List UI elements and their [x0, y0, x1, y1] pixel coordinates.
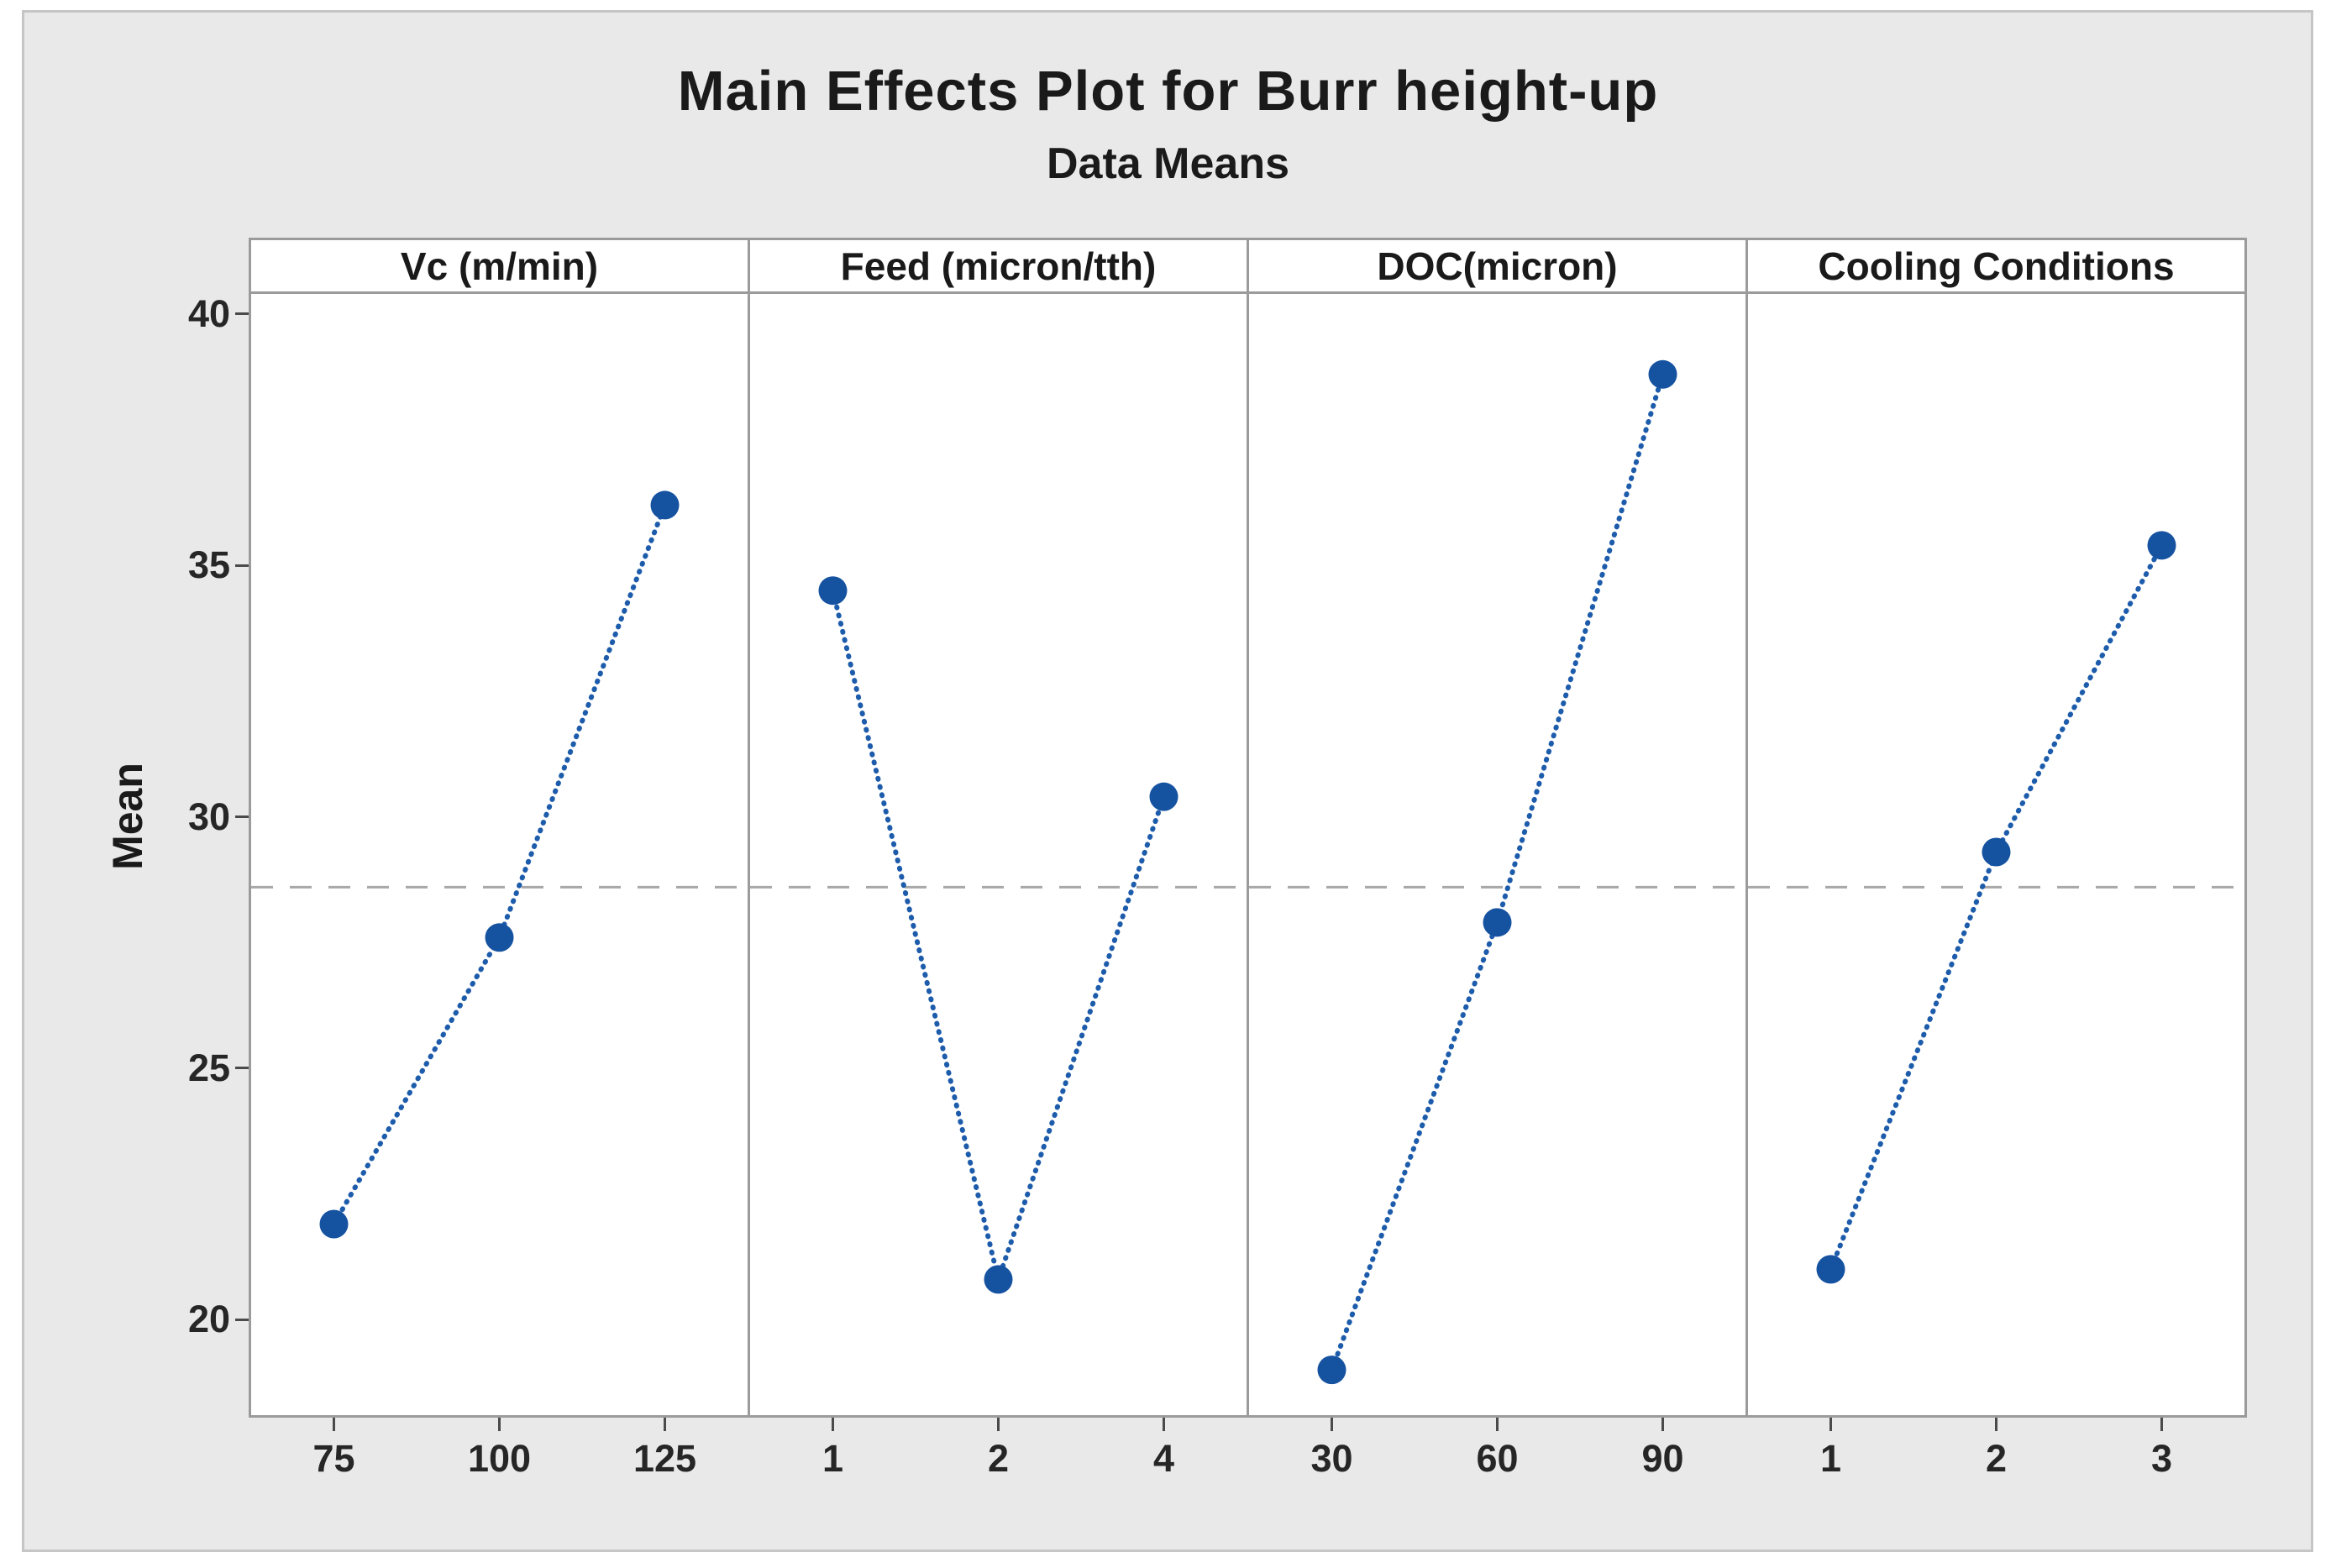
panel-header: Feed (micron/tth) — [750, 240, 1247, 294]
x-tick — [1829, 1418, 1832, 1431]
y-tick-label: 30 — [187, 794, 230, 838]
panel-plot — [1748, 531, 2244, 1284]
y-tick — [235, 312, 249, 316]
data-point — [319, 1209, 349, 1239]
panel-1: Feed (micron/tth) — [748, 240, 1247, 1415]
panels-row: Vc (m/min) Feed (micron/tth) DOC(micron) Co… — [249, 238, 2247, 1418]
data-point — [984, 1265, 1013, 1294]
y-tick — [235, 1318, 249, 1321]
x-tick — [1496, 1418, 1499, 1431]
panel-0: Vc (m/min) — [251, 240, 748, 1415]
chart-subtitle: Data Means — [1047, 139, 1289, 188]
chart-title: Main Effects Plot for Burr height-up — [677, 60, 1659, 123]
y-tick — [235, 1067, 249, 1070]
panel-plot — [1249, 359, 1745, 1385]
data-point — [818, 576, 848, 606]
panel-3: Cooling Conditions — [1745, 240, 2244, 1415]
x-tick-label: 100 — [467, 1437, 532, 1480]
x-tick — [997, 1418, 1000, 1431]
x-tick-label: 4 — [1152, 1437, 1175, 1480]
panel-2: DOC(micron) — [1247, 240, 1745, 1415]
x-tick — [1163, 1418, 1165, 1431]
x-tick — [1995, 1418, 1997, 1431]
series-line — [830, 588, 1167, 1289]
x-tick-label: 90 — [1641, 1437, 1684, 1480]
panel-plot — [750, 576, 1247, 1294]
x-tick-label: 2 — [987, 1437, 1010, 1480]
y-tick — [235, 815, 249, 819]
x-tick-label: 1 — [822, 1437, 844, 1480]
y-tick-label: 35 — [187, 543, 230, 587]
data-point — [485, 923, 514, 952]
x-tick — [1331, 1418, 1333, 1431]
panel-header: DOC(micron) — [1249, 240, 1745, 294]
data-point — [1317, 1356, 1346, 1385]
panel-header: Vc (m/min) — [251, 240, 748, 294]
y-tick-label: 40 — [187, 291, 230, 335]
data-point — [2147, 531, 2176, 560]
series-line — [1329, 371, 1666, 1373]
x-tick-label: 60 — [1476, 1437, 1519, 1480]
y-tick — [235, 564, 249, 567]
panel-header: Cooling Conditions — [1748, 240, 2244, 294]
x-tick — [333, 1418, 335, 1431]
data-point — [1648, 359, 1677, 389]
series-line — [1828, 543, 2165, 1272]
x-tick — [498, 1418, 501, 1431]
y-tick-label: 20 — [187, 1298, 230, 1341]
x-tick — [832, 1418, 834, 1431]
x-tick — [664, 1418, 666, 1431]
x-tick-label: 30 — [1310, 1437, 1353, 1480]
data-point — [1982, 837, 2011, 867]
data-point — [1149, 782, 1178, 811]
x-tick-label: 2 — [1985, 1437, 2008, 1480]
x-tick-label: 125 — [633, 1437, 697, 1480]
x-tick — [1661, 1418, 1664, 1431]
x-tick — [2160, 1418, 2163, 1431]
x-tick-label: 1 — [1819, 1437, 1842, 1480]
x-tick-label: 3 — [2150, 1437, 2173, 1480]
series-line — [331, 502, 668, 1227]
y-tick-label: 25 — [187, 1046, 230, 1089]
x-tick-label: 75 — [312, 1437, 355, 1480]
panel-plot — [251, 490, 748, 1239]
data-point — [1483, 908, 1512, 937]
data-point — [650, 490, 680, 520]
data-point — [1816, 1255, 1845, 1284]
